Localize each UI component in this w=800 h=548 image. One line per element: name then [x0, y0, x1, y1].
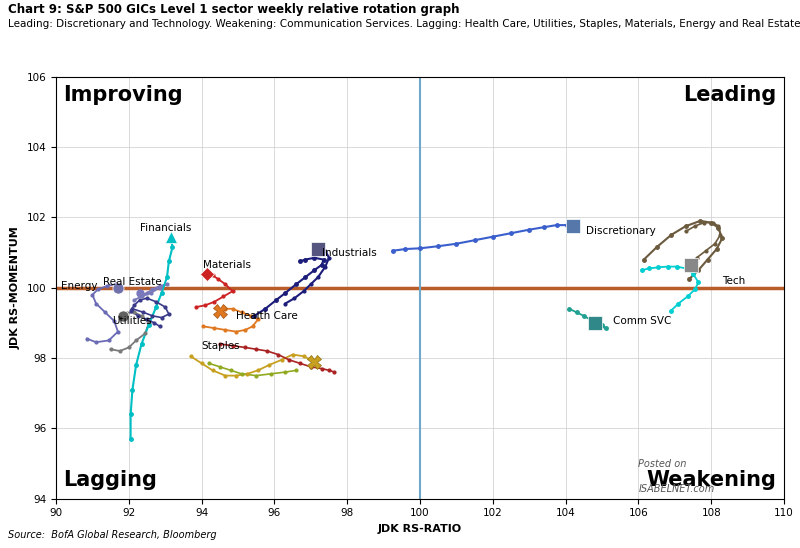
Text: Materials: Materials — [203, 260, 251, 270]
Text: Lagging: Lagging — [63, 470, 157, 490]
Text: Leading: Leading — [683, 85, 777, 105]
Text: Leading: Discretionary and Technology. Weakening: Communication Services. Laggin: Leading: Discretionary and Technology. W… — [8, 19, 800, 29]
Text: Industrials: Industrials — [322, 248, 377, 258]
Text: Tech: Tech — [722, 276, 746, 286]
Text: Improving: Improving — [63, 85, 183, 105]
Text: Chart 9: S&P 500 GICs Level 1 sector weekly relative rotation graph: Chart 9: S&P 500 GICs Level 1 sector wee… — [8, 3, 459, 16]
Text: Comm SVC: Comm SVC — [613, 316, 671, 326]
Text: Weakening: Weakening — [647, 470, 777, 490]
Text: Utilities: Utilities — [113, 316, 152, 326]
Text: ISABELNET.com: ISABELNET.com — [638, 484, 714, 494]
Text: Real Estate: Real Estate — [103, 277, 162, 287]
Text: Staples: Staples — [202, 341, 240, 351]
Text: Posted on: Posted on — [638, 459, 686, 469]
Text: Health Care: Health Care — [236, 311, 298, 321]
X-axis label: JDK RS-RATIO: JDK RS-RATIO — [378, 524, 462, 534]
Text: Energy: Energy — [62, 281, 98, 291]
Text: Financials: Financials — [140, 223, 191, 233]
Text: Source:  BofA Global Research, Bloomberg: Source: BofA Global Research, Bloomberg — [8, 530, 217, 540]
Y-axis label: JDK RS-MOMENTUM: JDK RS-MOMENTUM — [11, 226, 21, 349]
Text: Discretionary: Discretionary — [586, 226, 655, 236]
